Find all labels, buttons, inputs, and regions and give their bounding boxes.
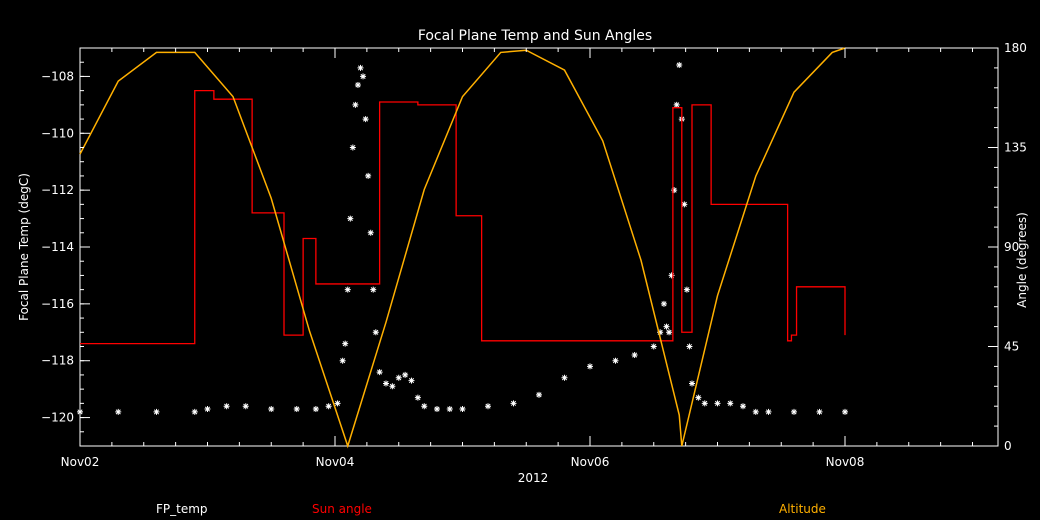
fp-temp-point: [683, 286, 690, 293]
fp-temp-point: [434, 406, 440, 413]
fp-temp-point: [446, 406, 453, 413]
fp-temp-point: [370, 286, 377, 293]
x-tick-label: Nov06: [571, 455, 610, 469]
fp-temp-point: [344, 286, 351, 293]
legend-sun-angle: Sun angle: [312, 502, 372, 516]
fp-temp-point: [561, 374, 568, 381]
fp-temp-point: [376, 369, 383, 376]
fp-temp-point: [666, 329, 673, 336]
fp-temp-point: [510, 400, 517, 407]
fp-temp-point: [352, 101, 359, 108]
fp-temp-point: [365, 172, 372, 179]
fp-temp-point: [485, 403, 491, 410]
fp-temp-point: [740, 403, 746, 410]
fp-temp-point: [657, 329, 664, 336]
chart-title: Focal Plane Temp and Sun Angles: [418, 28, 652, 44]
fp-temp-point: [686, 343, 693, 350]
fp-temp-point: [334, 400, 341, 407]
fp-temp-point: [671, 187, 678, 194]
fp-temp-point: [360, 73, 367, 80]
fp-temp-point: [325, 403, 332, 410]
fp-temp-point: [204, 406, 211, 413]
fp-temp-point: [372, 329, 379, 336]
fp-temp-point: [191, 408, 198, 415]
fp-temp-point: [650, 343, 657, 350]
fp-temp-point: [242, 403, 249, 410]
fp-temp-point: [714, 400, 721, 407]
fp-temp-point: [791, 408, 797, 415]
fp-temp-point: [268, 406, 275, 413]
fp-temp-point: [402, 371, 409, 378]
fp-temp-point: [631, 352, 638, 359]
fp-temp-point: [354, 81, 361, 88]
y2-tick-label: 180: [1004, 41, 1027, 55]
fp-temp-point: [293, 406, 300, 413]
fp-temp-point: [765, 408, 772, 415]
fp-temp-point: [362, 116, 369, 123]
fp-temp-point: [536, 391, 542, 398]
fp-temp-point: [342, 340, 349, 347]
fp-temp-point: [612, 357, 619, 364]
legend-altitude: Altitude: [779, 502, 826, 516]
fp-temp-point: [349, 144, 356, 151]
y2-tick-label: 90: [1004, 240, 1019, 254]
y-tick-label: −116: [41, 297, 74, 311]
fp-temp-point: [77, 408, 83, 415]
sun-angle-line: [80, 89, 846, 345]
fp-temp-point: [695, 394, 702, 401]
fp-temp-point: [414, 394, 421, 401]
y2-axis-label: Angle (degrees): [1015, 212, 1029, 308]
fp-temp-point: [816, 408, 823, 415]
fp-temp-point: [752, 408, 759, 415]
fp-temp-point: [339, 357, 346, 364]
fp-temp-point: [389, 383, 396, 390]
y-tick-label: −108: [41, 69, 74, 83]
chart-axes: Nov02 Nov04 Nov06 Nov08 −120 −118 −116 −114 −112…: [41, 41, 1027, 469]
fp-temp-point: [663, 323, 670, 330]
fp-temp-point: [357, 64, 364, 71]
fp-temp-point: [689, 380, 695, 387]
y-tick-label: −112: [41, 183, 74, 197]
fp-temp-point: [395, 374, 402, 381]
fp-temp-point: [587, 363, 593, 370]
fp-temp-point: [727, 400, 734, 407]
x-tick-label: Nov02: [61, 455, 100, 469]
y2-tick-label: 0: [1004, 439, 1012, 453]
fp-temp-point: [312, 406, 319, 413]
fp-temp-point: [676, 62, 683, 69]
y-tick-label: −120: [41, 411, 74, 425]
fp-temp-point: [347, 215, 354, 222]
fp-temp-point: [408, 377, 415, 384]
fp-temp-point: [701, 400, 708, 407]
y2-tick-label: 45: [1004, 340, 1019, 354]
fp-temp-point: [842, 408, 848, 415]
altitude-line: [79, 47, 846, 449]
fp-temp-point: [383, 380, 389, 387]
chart-marks: [77, 47, 848, 449]
y-tick-label: −110: [41, 126, 74, 140]
fp-temp-point: [367, 229, 374, 236]
y-axis-label: Focal Plane Temp (degC): [17, 173, 31, 321]
y-tick-label: −118: [41, 354, 74, 368]
x-tick-label: Nov08: [826, 455, 865, 469]
legend-fp-temp: FP_temp: [156, 502, 208, 516]
fp-temp-point: [459, 406, 466, 413]
fp-temp-point: [673, 101, 680, 108]
y2-tick-label: 135: [1004, 141, 1027, 155]
fp-temp-point: [668, 272, 675, 279]
x-axis-label: 2012: [518, 471, 549, 485]
y-tick-label: −114: [41, 240, 74, 254]
fp-temp-point: [660, 300, 667, 307]
fp-temp-point: [421, 403, 428, 410]
fp-temp-point: [681, 201, 688, 208]
fp-temp-point: [153, 408, 160, 415]
fp-temp-point: [223, 403, 230, 410]
fp-temp-point: [115, 408, 122, 415]
x-tick-label: Nov04: [316, 455, 355, 469]
